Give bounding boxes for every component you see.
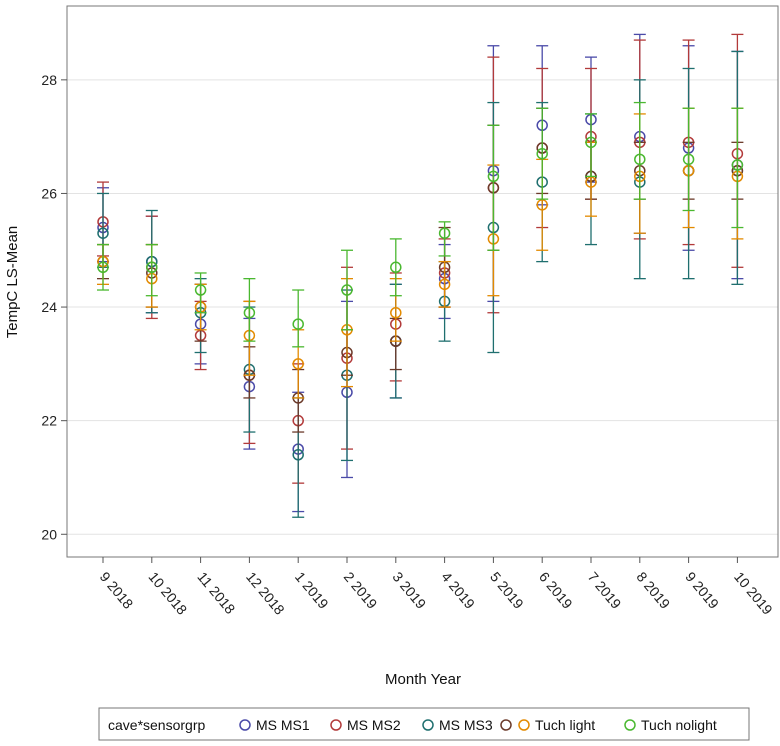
data-point [731, 159, 744, 171]
legend-label: Tuch light [535, 717, 595, 733]
y-tick-label: 24 [41, 299, 57, 315]
grid-lines [67, 79, 778, 535]
y-tick-label: 28 [41, 72, 57, 88]
data-point [634, 153, 646, 166]
legend-marker [500, 719, 512, 731]
data-point [536, 147, 548, 160]
legend-frame [98, 707, 750, 741]
x-axis-label: Month Year [385, 671, 461, 688]
data-point [438, 278, 451, 291]
data-point [341, 284, 353, 296]
legend-marker [330, 719, 342, 731]
y-axis-label: TempC LS-Mean [4, 226, 21, 339]
legend-label: Tuch nolight [641, 717, 717, 733]
data-point [292, 358, 304, 370]
legend-title: cave*sensorgrp [108, 717, 205, 733]
plot-frame [66, 5, 779, 558]
data-point [390, 261, 402, 274]
legend-marker [518, 719, 530, 731]
data-point [146, 261, 158, 274]
legend-marker [422, 719, 434, 731]
legend-marker [239, 719, 251, 731]
data-point [487, 170, 500, 183]
data-point [97, 261, 109, 274]
data-marks [97, 33, 744, 518]
legend-marker [624, 719, 636, 731]
data-point [536, 199, 548, 211]
y-axis: 20 22 24 26 28 [41, 72, 67, 542]
data-point [438, 227, 451, 239]
data-point [97, 227, 109, 239]
data-point [682, 153, 695, 166]
data-point [292, 449, 304, 461]
legend-label: MS MS1 [256, 717, 310, 733]
y-tick-label: 26 [41, 185, 57, 201]
y-tick-label: 20 [41, 526, 57, 542]
legend: cave*sensorgrp MS MS1 MS MS2 MS MS3 Tuch li… [98, 707, 750, 741]
series-5 [97, 101, 744, 348]
legend-label: MS MS3 [439, 717, 493, 733]
data-point [390, 306, 402, 319]
legend-label: MS MS2 [347, 717, 401, 733]
data-point [292, 318, 304, 330]
y-tick-label: 22 [41, 413, 57, 429]
data-point [194, 284, 207, 296]
data-point [585, 136, 597, 149]
data-point [585, 176, 597, 188]
data-point [243, 306, 256, 319]
